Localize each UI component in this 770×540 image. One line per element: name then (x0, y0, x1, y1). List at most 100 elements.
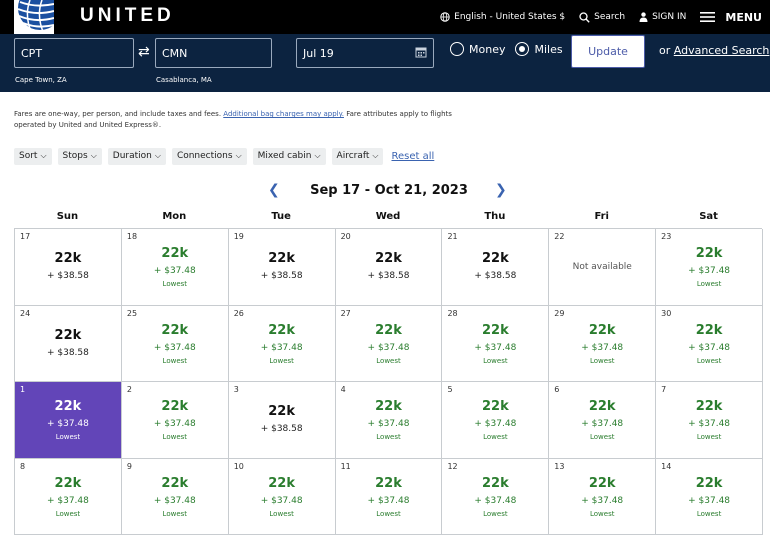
day-number: 9 (126, 461, 132, 471)
calendar-day-cell[interactable]: 28 22k + $37.48 Lowest (442, 305, 550, 382)
calendar-day-cell[interactable]: 11 22k + $37.48 Lowest (335, 458, 443, 535)
taxes-fees: + $37.48 (474, 495, 517, 506)
miles-price: 22k (481, 251, 509, 266)
bag-charges-link[interactable]: Additional bag charges may apply. (223, 110, 344, 118)
calendar-day-cell[interactable]: 25 22k + $37.48 Lowest (121, 305, 229, 382)
menu-button[interactable]: MENU (700, 11, 762, 24)
origin-input[interactable]: CPT (14, 38, 134, 68)
filter-duration-label: Duration (112, 151, 152, 161)
lowest-fare-badge: Lowest (55, 509, 81, 518)
swap-airports-icon[interactable]: ⇄ (138, 44, 150, 60)
miles-price: 22k (375, 475, 402, 491)
calendar-day-cell[interactable]: 13 22k + $37.48 Lowest (549, 458, 657, 535)
day-number: 24 (20, 308, 31, 318)
filter-connections[interactable]: Connections ⌵ (171, 147, 247, 165)
taxes-fees: + $37.48 (260, 342, 303, 353)
top-bar: UNITED English - United States $ Search … (0, 0, 770, 34)
sign-in-link[interactable]: SIGN IN (639, 12, 686, 22)
calendar-day-cell[interactable]: 2 22k + $37.48 Lowest (121, 382, 229, 459)
language-selector[interactable]: English - United States $ (440, 12, 565, 22)
reset-all-link[interactable]: Reset all (391, 150, 435, 162)
taxes-fees: + $37.48 (260, 495, 303, 506)
lowest-fare-badge: Lowest (55, 433, 81, 441)
calendar-day-cell[interactable]: 21 22k + $38.58 (442, 229, 550, 306)
calendar-day-cell[interactable]: 24 22k + $38.58 (15, 305, 122, 382)
next-month-button[interactable]: ❯ (495, 182, 507, 198)
calendar-day-cell[interactable]: 17 22k + $38.58 (15, 229, 122, 306)
miles-price: 22k (481, 322, 509, 338)
taxes-fees: + $38.58 (46, 271, 89, 281)
taxes-fees: + $37.48 (153, 495, 196, 506)
day-number: 4 (340, 385, 346, 394)
advanced-search: or Advanced Search (659, 44, 769, 57)
miles-price: 22k (268, 475, 296, 491)
disclaimer-attributes: Fare attributes apply to flights operate… (14, 110, 452, 129)
lowest-fare-badge: Lowest (589, 433, 615, 441)
calendar-grid: 17 22k + $38.58 18 22k + $37.48 Lowest 19 22k + $… (14, 228, 764, 535)
calendar-day-cell[interactable]: 6 22k + $37.48 Lowest (549, 382, 657, 459)
search-link[interactable]: Search (579, 11, 625, 23)
money-option[interactable]: Money (450, 42, 505, 56)
user-icon (639, 12, 648, 22)
day-number: 20 (340, 232, 351, 241)
taxes-fees: + $37.48 (688, 342, 731, 353)
calendar-day-cell[interactable]: 9 22k + $37.48 Lowest (121, 458, 229, 535)
taxes-fees: + $38.58 (367, 271, 410, 281)
calendar-day-cell[interactable]: 3 22k + $38.58 (228, 382, 336, 459)
filter-aircraft[interactable]: Aircraft ⌵ (331, 147, 384, 165)
destination-input[interactable]: CMN (155, 38, 272, 68)
calendar-day-cell[interactable]: 14 22k + $37.48 Lowest (656, 458, 764, 535)
lowest-fare-badge: Lowest (376, 356, 401, 365)
lowest-fare-badge: Lowest (589, 356, 615, 365)
weekday-label: Sat (699, 211, 718, 222)
miles-option[interactable]: Miles (515, 42, 563, 56)
advanced-search-link[interactable]: Advanced Search (673, 44, 770, 57)
calendar-day-cell[interactable]: 8 22k + $37.48 Lowest (15, 458, 122, 535)
calendar-day-cell[interactable]: 1 22k + $37.48 Lowest (15, 382, 122, 459)
miles-price: 22k (695, 475, 723, 491)
update-button[interactable]: Update (571, 35, 645, 68)
chevron-down-icon: ⌵ (154, 151, 161, 160)
day-number: 11 (340, 461, 351, 471)
day-number: 12 (447, 461, 458, 471)
filter-duration[interactable]: Duration ⌵ (107, 147, 166, 165)
united-globe-logo[interactable] (14, 0, 54, 34)
calendar-day-cell[interactable]: 4 22k + $37.48 Lowest (335, 382, 443, 459)
calendar-day-cell[interactable]: 5 22k + $37.48 Lowest (442, 382, 550, 459)
calendar-day-cell[interactable]: 12 22k + $37.48 Lowest (442, 458, 550, 535)
day-number: 27 (340, 308, 351, 318)
miles-price: 22k (161, 475, 189, 491)
miles-radio[interactable] (515, 42, 530, 56)
calendar-day-cell[interactable]: 20 22k + $38.58 (335, 229, 443, 306)
filter-stops[interactable]: Stops ⌵ (57, 147, 102, 165)
origin-city: Cape Town, ZA (15, 76, 67, 84)
calendar-day-cell[interactable]: 7 22k + $37.48 Lowest (656, 382, 764, 459)
calendar-day-cell[interactable]: 18 22k + $37.48 Lowest (121, 229, 229, 306)
day-number: 13 (554, 461, 565, 471)
previous-month-button[interactable]: ❮ (268, 182, 280, 198)
calendar-day-cell[interactable]: 10 22k + $37.48 Lowest (228, 458, 336, 535)
calendar-day-cell[interactable]: 27 22k + $37.48 Lowest (335, 305, 443, 382)
filter-mixed-cabin[interactable]: Mixed cabin ⌵ (252, 147, 326, 165)
filter-sort[interactable]: Sort ⌵ (14, 147, 52, 165)
calendar-day-cell[interactable]: 19 22k + $38.58 (228, 229, 336, 306)
day-number: 23 (661, 232, 672, 241)
taxes-fees: + $37.48 (688, 266, 731, 276)
weekday-label: Sun (56, 211, 79, 222)
calendar-day-cell[interactable]: 30 22k + $37.48 Lowest (656, 305, 764, 382)
calendar-day-cell[interactable]: 26 22k + $37.48 Lowest (228, 305, 336, 382)
calendar-day-cell: 22 Not available (549, 229, 657, 306)
miles-price: 22k (54, 475, 82, 491)
calendar-day-cell[interactable]: 23 22k + $37.48 Lowest (656, 229, 764, 306)
lowest-fare-badge: Lowest (483, 356, 508, 365)
departure-date: Jul 19 (303, 46, 334, 60)
destination-code: CMN (162, 46, 188, 60)
departure-date-input[interactable]: Jul 19 (296, 38, 434, 68)
calendar-day-cell[interactable]: 29 22k + $37.48 Lowest (549, 305, 657, 382)
lowest-fare-badge: Lowest (269, 356, 294, 365)
not-available-label: Not available (572, 262, 632, 272)
brand-wordmark[interactable]: UNITED (80, 5, 175, 26)
chevron-down-icon: ⌵ (40, 151, 47, 160)
day-number: 29 (554, 308, 565, 318)
money-radio[interactable] (450, 42, 464, 56)
